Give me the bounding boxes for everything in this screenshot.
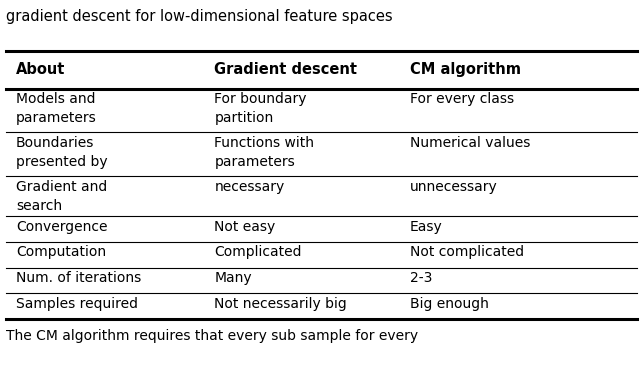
Text: For boundary
partition: For boundary partition [214,92,307,125]
Text: Complicated: Complicated [214,245,302,260]
Text: Convergence: Convergence [16,220,108,234]
Text: necessary: necessary [214,180,285,194]
Text: Samples required: Samples required [16,297,138,311]
Text: The CM algorithm requires that every sub sample for every: The CM algorithm requires that every sub… [6,329,419,343]
Text: Many: Many [214,271,252,285]
Text: Not complicated: Not complicated [410,245,524,260]
Text: Easy: Easy [410,220,442,234]
Text: 2-3: 2-3 [410,271,432,285]
Text: Boundaries
presented by: Boundaries presented by [16,136,108,169]
Text: Not necessarily big: Not necessarily big [214,297,347,311]
Text: Num. of iterations: Num. of iterations [16,271,141,285]
Text: For every class: For every class [410,92,514,106]
Text: gradient descent for low-dimensional feature spaces: gradient descent for low-dimensional fea… [6,10,393,24]
Text: Models and
parameters: Models and parameters [16,92,97,125]
Text: Functions with
parameters: Functions with parameters [214,136,314,169]
Text: Computation: Computation [16,245,106,260]
Text: Gradient and
search: Gradient and search [16,180,108,213]
Text: Gradient descent: Gradient descent [214,62,357,78]
Text: CM algorithm: CM algorithm [410,62,520,78]
Text: About: About [16,62,65,78]
Text: unnecessary: unnecessary [410,180,497,194]
Text: Big enough: Big enough [410,297,488,311]
Text: Numerical values: Numerical values [410,136,530,150]
Text: Not easy: Not easy [214,220,276,234]
